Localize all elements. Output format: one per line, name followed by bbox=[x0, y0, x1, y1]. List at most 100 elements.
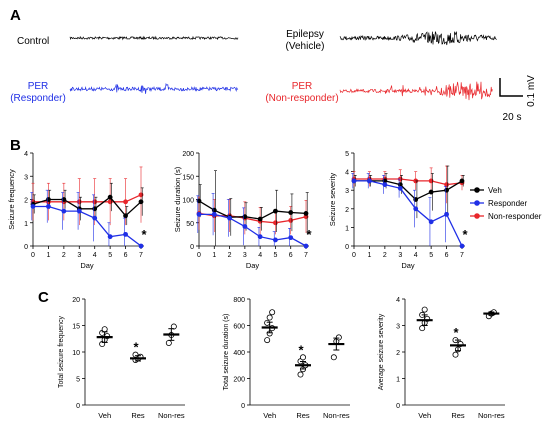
y-axis-label: Seizure duration (s) bbox=[173, 166, 182, 232]
data-point bbox=[419, 325, 426, 332]
x-tick-label: 2 bbox=[62, 252, 66, 259]
data-point bbox=[264, 337, 271, 344]
x-tick-label: 7 bbox=[139, 252, 143, 259]
series-line-veh bbox=[198, 200, 307, 220]
data-point bbox=[101, 326, 108, 333]
y-tick-label: 1 bbox=[24, 221, 28, 228]
x-tick-label: 0 bbox=[197, 252, 201, 259]
line-chart-2: 0 50 100 150 200 0 1 2 3 4 5 6 7 Day Seizure duration … bbox=[173, 151, 312, 270]
data-point-responder bbox=[123, 231, 128, 237]
x-tick-label: 6 bbox=[289, 252, 293, 259]
x-axis-label: Day bbox=[401, 261, 415, 270]
data-point-veh bbox=[273, 208, 278, 214]
x-tick-label: 5 bbox=[108, 252, 112, 259]
data-point-responder bbox=[459, 243, 465, 249]
data-point-responder bbox=[242, 224, 248, 229]
y-tick-label: 15 bbox=[72, 324, 80, 331]
trace-label-responder-1: PER bbox=[28, 81, 49, 92]
y-tick-label: 10 bbox=[72, 350, 80, 357]
category-label: Veh bbox=[98, 411, 111, 420]
series-responder bbox=[351, 173, 465, 249]
x-tick-label: 0 bbox=[31, 252, 35, 259]
dot-chart-3: 0 1 2 3 4 Veh Res Non-res Average seizure severi… bbox=[378, 297, 505, 420]
x-tick-label: 3 bbox=[398, 252, 402, 259]
data-point-veh bbox=[211, 207, 217, 213]
y-tick-label: 0 bbox=[345, 244, 349, 251]
legend-label-nonresponder: Non-responder bbox=[488, 212, 542, 221]
category-label: Res bbox=[296, 411, 310, 420]
data-point-veh bbox=[92, 206, 98, 212]
y-tick-label: 4 bbox=[24, 151, 28, 158]
data-point bbox=[330, 354, 337, 361]
data-point-responder bbox=[211, 211, 217, 217]
significance-mark: * bbox=[133, 340, 139, 355]
data-point-veh bbox=[444, 187, 449, 193]
data-point-nonresponder bbox=[92, 199, 98, 205]
data-point-responder bbox=[227, 215, 232, 221]
data-point-responder bbox=[367, 178, 372, 184]
x-axis-label: Day bbox=[246, 261, 260, 270]
data-point-veh bbox=[257, 216, 263, 222]
x-tick-label: 2 bbox=[383, 252, 387, 259]
data-point-veh bbox=[107, 194, 113, 200]
y-tick-label: 600 bbox=[233, 324, 245, 331]
data-point-responder bbox=[138, 243, 144, 249]
data-point-responder bbox=[257, 234, 263, 240]
significance-mark: * bbox=[306, 227, 312, 242]
x-tick-label: 4 bbox=[414, 252, 418, 259]
legend-marker-veh bbox=[474, 187, 480, 193]
series-responder bbox=[196, 193, 309, 249]
series-line-nonresponder bbox=[354, 178, 463, 186]
legend-label-veh: Veh bbox=[488, 186, 502, 195]
trace-label-responder-2: (Responder) bbox=[10, 93, 66, 104]
x-tick-label: 7 bbox=[460, 252, 464, 259]
data-point bbox=[421, 306, 428, 313]
data-point-veh bbox=[428, 189, 434, 195]
data-point-responder bbox=[61, 208, 67, 214]
y-axis-label: Seizure frequency bbox=[7, 169, 16, 230]
data-point-veh bbox=[413, 197, 419, 202]
data-point bbox=[299, 354, 306, 361]
x-tick-label: 7 bbox=[304, 252, 308, 259]
data-point bbox=[452, 351, 459, 358]
series-line-responder bbox=[199, 213, 307, 247]
data-point-responder bbox=[107, 234, 113, 240]
series-line-responder bbox=[33, 205, 142, 247]
y-tick-label: 4 bbox=[396, 297, 400, 304]
y-tick-label: 200 bbox=[182, 151, 194, 158]
legend-marker-responder bbox=[474, 200, 480, 206]
series-line-responder bbox=[354, 180, 463, 247]
data-point bbox=[165, 339, 172, 346]
data-point-veh bbox=[288, 210, 294, 215]
data-point bbox=[297, 371, 304, 378]
y-tick-label: 2 bbox=[396, 350, 400, 357]
y-tick-label: 20 bbox=[72, 297, 80, 304]
series-veh bbox=[351, 165, 465, 219]
y-tick-label: 0 bbox=[76, 403, 80, 410]
data-point-veh bbox=[138, 199, 144, 205]
data-point-responder bbox=[351, 178, 357, 184]
x-tick-label: 2 bbox=[228, 252, 232, 259]
y-axis-label: Total seizure frequency bbox=[58, 316, 65, 388]
x-tick-label: 1 bbox=[367, 252, 371, 259]
x-tick-label: 4 bbox=[258, 252, 262, 259]
y-tick-label: 3 bbox=[345, 188, 349, 195]
category-label: Veh bbox=[418, 411, 431, 420]
category-label: Non-res bbox=[158, 411, 185, 420]
y-tick-label: 200 bbox=[233, 377, 245, 384]
y-tick-label: 0 bbox=[241, 403, 245, 410]
trace-label-nonresponder-1: PER bbox=[292, 81, 313, 92]
data-point-responder bbox=[428, 219, 434, 225]
line-chart-3: 0 1 2 3 4 5 0 1 2 3 4 5 6 7 Day Seizure severity * bbox=[328, 151, 468, 270]
scale-bar-voltage: 0.1 mV bbox=[526, 75, 537, 107]
data-point-nonresponder bbox=[428, 178, 434, 184]
y-tick-label: 2 bbox=[345, 207, 349, 214]
data-point-responder bbox=[303, 243, 309, 249]
data-point-responder bbox=[30, 204, 36, 209]
y-tick-label: 2 bbox=[24, 198, 28, 205]
data-point-responder bbox=[196, 211, 202, 217]
data-point-responder bbox=[273, 237, 278, 243]
x-axis-label: Day bbox=[80, 261, 94, 270]
data-point-veh bbox=[46, 197, 51, 202]
